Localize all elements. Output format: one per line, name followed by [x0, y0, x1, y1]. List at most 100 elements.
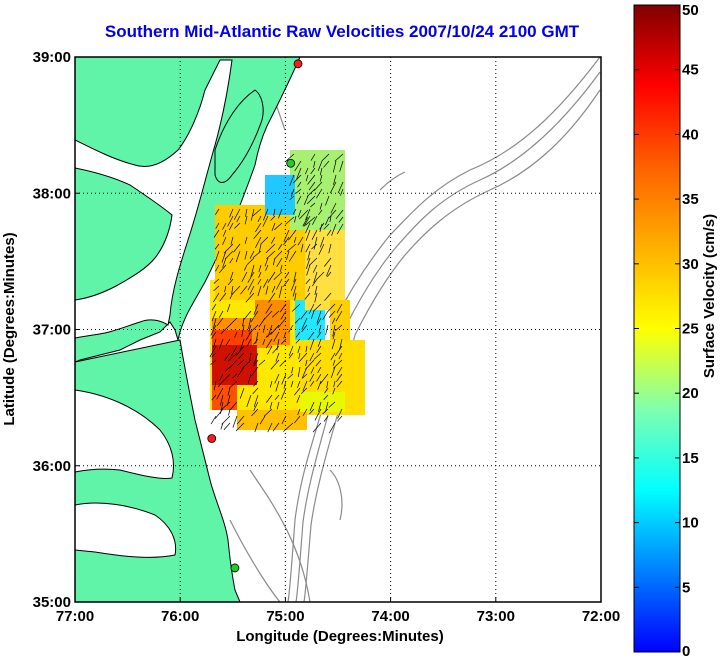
current-vector [280, 310, 287, 320]
current-vector [232, 373, 238, 379]
current-vector [318, 243, 325, 255]
x-tick-label: 74:00 [371, 608, 409, 625]
current-vector [277, 243, 283, 250]
current-vector [293, 174, 302, 184]
current-vector [236, 215, 241, 223]
current-vector [308, 257, 318, 266]
current-vector [319, 202, 323, 210]
current-vector [220, 422, 224, 430]
colorbar-tick-label: 5 [682, 579, 690, 596]
x-tick-label: 77:00 [56, 608, 94, 625]
current-vector [325, 195, 330, 206]
current-vector [229, 317, 238, 326]
current-vector [229, 271, 234, 281]
current-vector [331, 223, 337, 236]
current-vector [339, 338, 343, 350]
current-vector [218, 310, 224, 318]
current-vector [304, 167, 309, 175]
current-vector [326, 271, 332, 278]
current-vector [244, 236, 248, 244]
current-vector [310, 202, 316, 208]
current-vector [283, 380, 287, 389]
x-tick-label: 75:00 [266, 608, 304, 625]
current-vector [264, 257, 269, 267]
current-vector [319, 236, 325, 248]
current-vector [265, 243, 276, 254]
colorbar-gradient [633, 4, 681, 653]
x-tick-label: 76:00 [161, 608, 199, 625]
current-vector [288, 250, 297, 262]
current-vector [231, 285, 234, 295]
current-vector [317, 366, 322, 374]
current-vector [271, 310, 280, 318]
current-vector [215, 208, 220, 215]
current-vector [236, 359, 245, 367]
current-vector [325, 401, 329, 413]
current-vector [240, 285, 248, 295]
current-vector [336, 380, 343, 388]
current-vector [263, 408, 273, 417]
current-vector [276, 257, 283, 267]
current-vector [212, 338, 217, 349]
current-vector [315, 359, 322, 367]
current-vector [255, 331, 259, 344]
current-vector [305, 174, 309, 182]
current-vector [269, 380, 273, 388]
current-vector [312, 264, 318, 273]
current-vector [318, 401, 322, 412]
current-vector [301, 317, 308, 330]
current-vector [286, 243, 297, 252]
colorbar-tick-label: 50 [682, 2, 699, 19]
current-vector [332, 324, 336, 337]
current-vector [337, 415, 343, 422]
current-vector [246, 257, 255, 265]
current-vector [252, 208, 262, 217]
current-vector [330, 181, 337, 194]
current-vector [292, 285, 297, 297]
current-vector [250, 208, 255, 221]
colorbar-tick-label: 45 [682, 62, 699, 79]
current-vector [294, 160, 302, 172]
current-vector [227, 215, 234, 227]
current-vector [291, 303, 301, 312]
current-vector [324, 292, 332, 301]
current-vector [266, 250, 276, 260]
current-vector [298, 352, 301, 360]
current-vector [292, 208, 297, 215]
current-vector [248, 317, 252, 329]
colorbar-tick-label: 35 [682, 191, 699, 208]
current-vector [214, 408, 224, 419]
current-vector [330, 202, 337, 214]
current-vector [323, 223, 330, 230]
current-vector [275, 380, 280, 392]
current-vector [314, 285, 318, 295]
current-vector [246, 338, 252, 347]
current-vector [213, 229, 220, 238]
current-vector [297, 408, 301, 416]
current-vector [242, 310, 252, 321]
current-vector [229, 222, 234, 231]
current-vector [296, 394, 301, 403]
current-vector [304, 359, 315, 370]
current-vector [229, 401, 238, 411]
current-vector [305, 257, 311, 269]
current-vector [289, 195, 295, 201]
current-vector [290, 278, 297, 291]
radar-station-green [286, 158, 296, 168]
map-plot-area[interactable] [74, 56, 602, 603]
current-vector [297, 345, 301, 353]
current-vector [269, 401, 273, 410]
current-vector [334, 153, 344, 162]
current-vector [328, 209, 337, 219]
current-vector [295, 338, 301, 344]
current-vector [235, 422, 245, 432]
current-vector [312, 303, 322, 312]
current-vector [245, 331, 252, 341]
current-vector [325, 324, 329, 336]
current-vector [313, 160, 316, 168]
current-vector [278, 285, 283, 298]
colorbar: 0 5 10 15 20 25 30 35 40 45 50 Surface Velocity (c… [633, 2, 718, 659]
current-vector [262, 338, 266, 345]
current-vector [305, 208, 311, 220]
